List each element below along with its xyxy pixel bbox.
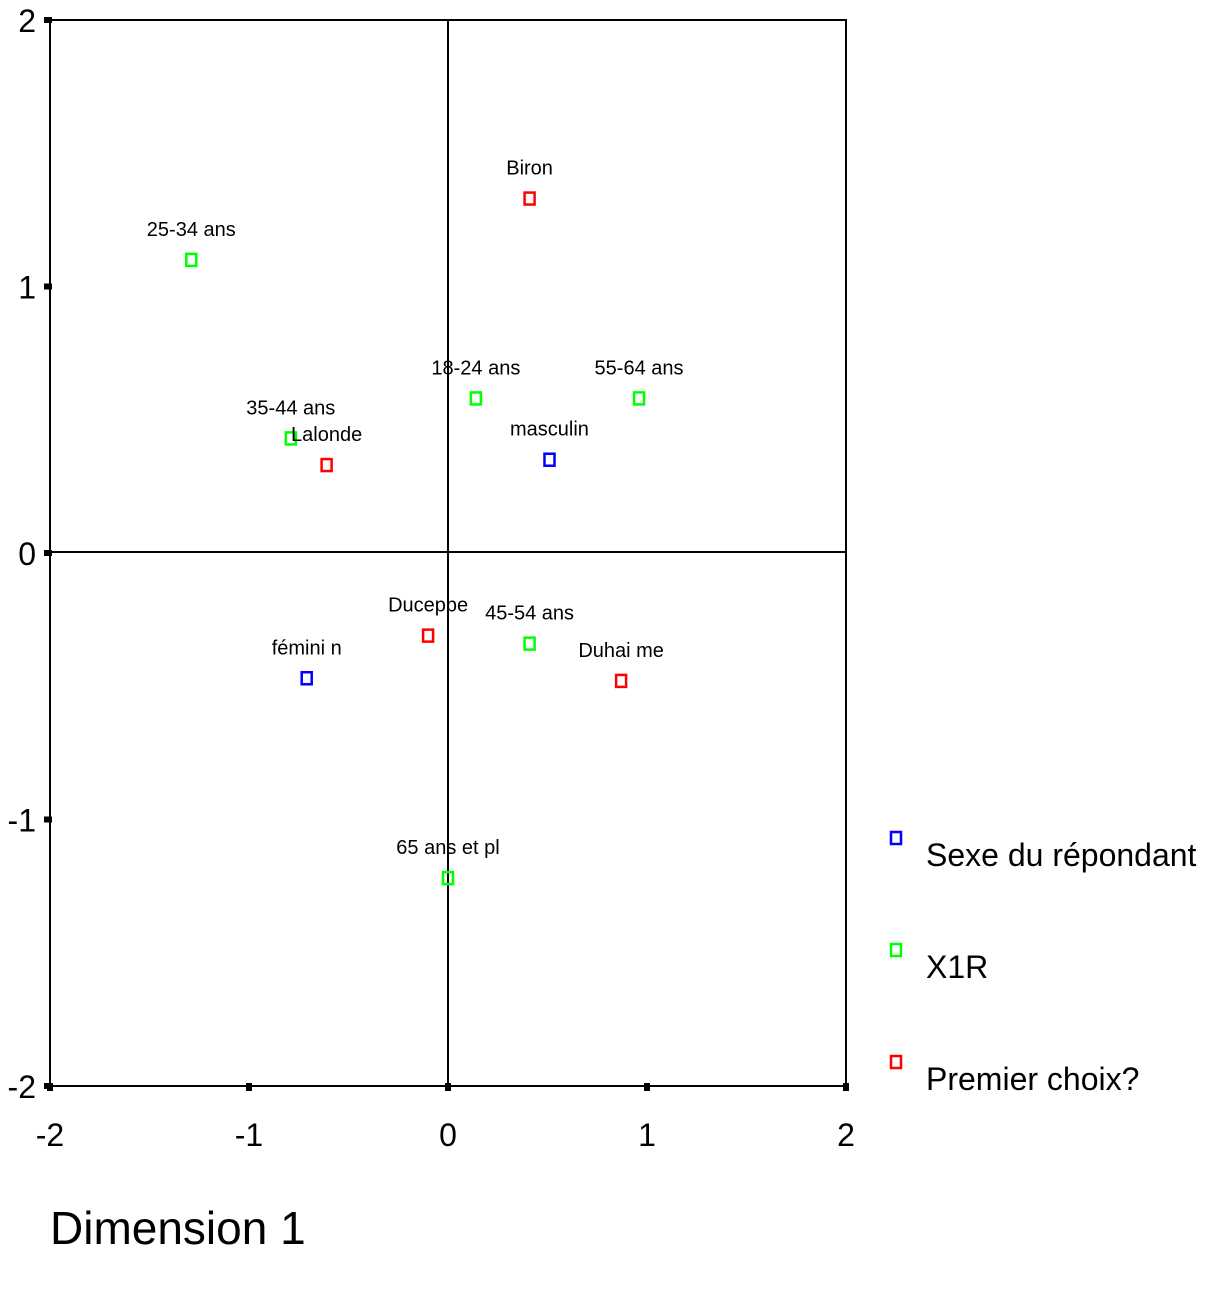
- x-tick-mark: [843, 1083, 849, 1091]
- point-marker: [284, 431, 298, 446]
- point-marker: [441, 870, 455, 886]
- x-tick-mark: [644, 1083, 650, 1091]
- point-label: 35-44 ans: [246, 397, 335, 419]
- y-tick-mark: [44, 17, 52, 23]
- legend-label: Premier choix?: [926, 1061, 1139, 1097]
- point-label: fémini n: [272, 637, 342, 659]
- point-label: 65 ans et pl: [396, 837, 499, 859]
- point-label: Biron: [506, 158, 553, 180]
- x-axis-title: Dimension 1: [50, 1202, 306, 1254]
- y-tick-label: 0: [18, 536, 36, 572]
- legend-swatch: [889, 942, 903, 958]
- x-tick-label: 2: [837, 1117, 855, 1153]
- x-axis: -2 -1 0 1 2: [36, 1083, 855, 1153]
- x-tick-label: 0: [439, 1117, 457, 1153]
- data-points: masculin fémini n 25-34 ans 18-24 ans 55-64 …: [147, 158, 684, 886]
- point-label: 55-64 ans: [595, 357, 684, 379]
- point-marker: [185, 252, 198, 268]
- legend-swatch: [889, 830, 903, 846]
- point-marker: [320, 457, 333, 473]
- legend-label: X1R: [926, 949, 988, 985]
- y-tick-label: 2: [18, 3, 36, 39]
- point-marker: [469, 391, 483, 406]
- point-label: Ducepbe: [388, 595, 468, 617]
- y-tick-label: 1: [18, 270, 36, 306]
- y-tick-mark: [44, 283, 52, 290]
- y-axis: 2 1 0 -1 -2: [8, 3, 52, 1105]
- point-marker: [523, 636, 536, 651]
- y-tick-label: -2: [8, 1069, 36, 1105]
- point-marker: [543, 452, 556, 467]
- point-label: 18-24 ans: [431, 357, 520, 379]
- point-marker: [300, 671, 313, 686]
- x-tick-label: -2: [36, 1117, 64, 1153]
- point-label: 45-54 ans: [485, 603, 574, 625]
- legend-label: Sexe du répondant: [926, 837, 1197, 873]
- point-label: 25-34 ans: [147, 219, 236, 241]
- point-marker: [421, 628, 435, 643]
- x-tick-label: -1: [235, 1117, 263, 1153]
- x-tick-mark: [246, 1083, 252, 1091]
- y-tick-label: -1: [8, 803, 36, 839]
- x-tick-mark: [47, 1083, 53, 1091]
- legend-swatch: [889, 1054, 903, 1070]
- point-marker: [632, 391, 646, 406]
- legend: Sexe du répondant X1R Premier choix?: [889, 830, 1197, 1097]
- x-tick-label: 1: [638, 1117, 656, 1153]
- point-label: masculin: [510, 419, 589, 441]
- point-label: Duhai me: [578, 640, 664, 662]
- point-marker: [523, 191, 536, 206]
- y-tick-mark: [44, 550, 52, 556]
- point-label: Lalonde: [291, 424, 362, 446]
- x-tick-mark: [445, 1083, 451, 1091]
- y-tick-mark: [44, 816, 52, 823]
- point-marker: [614, 673, 628, 689]
